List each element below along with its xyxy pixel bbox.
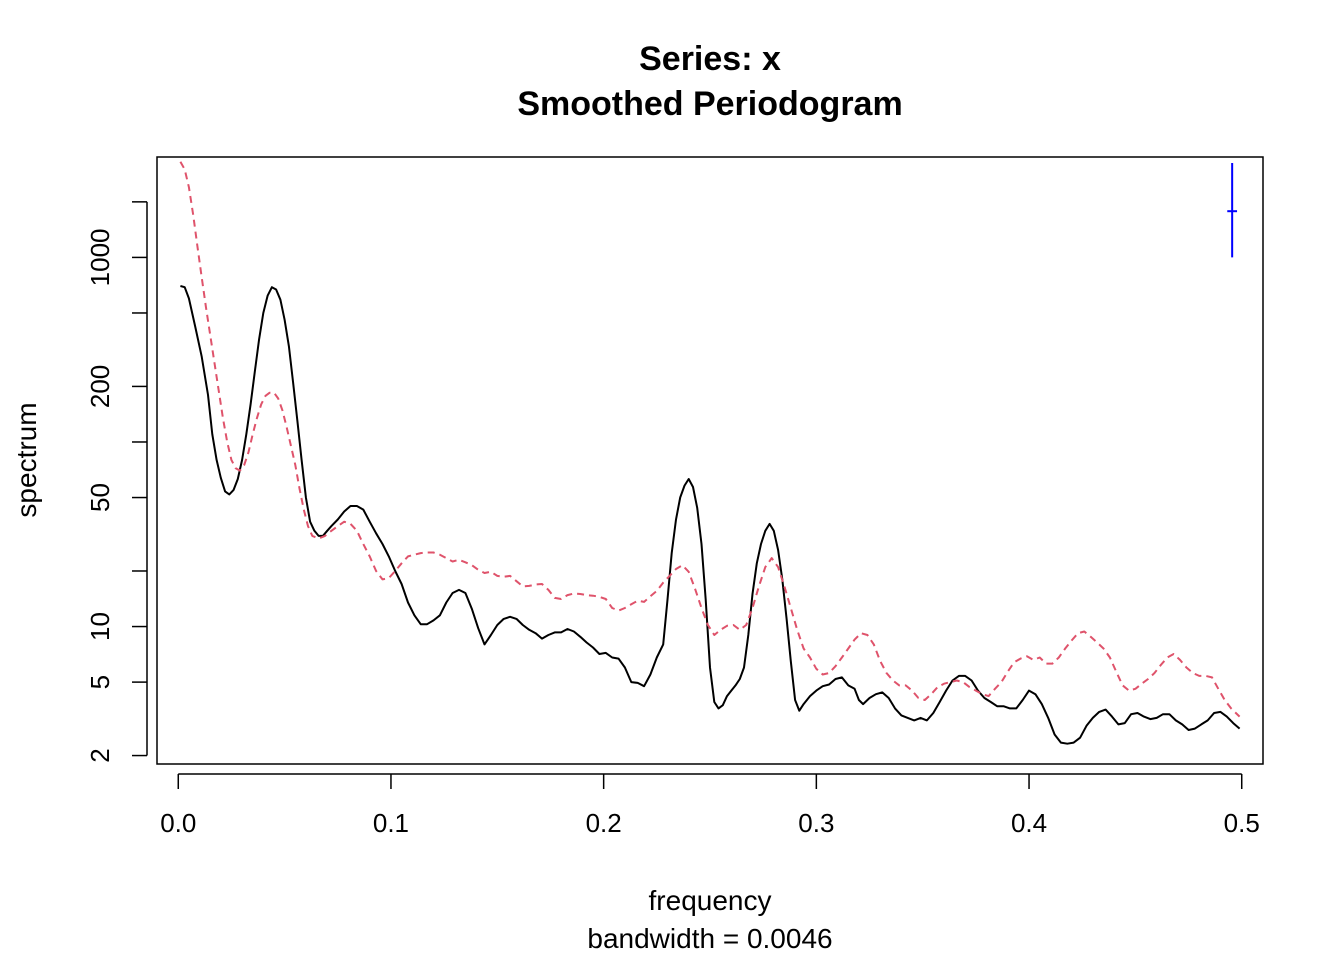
series-layer	[179, 161, 1241, 745]
x-tick-label: 0.1	[373, 808, 409, 838]
y-tick-label: 50	[85, 483, 115, 512]
x-tick-label: 0.0	[160, 808, 196, 838]
chart-title: Series: x	[639, 40, 781, 78]
y-axis: 2 5 10 50 200 1000	[85, 201, 148, 763]
chart-subtitle: Smoothed Periodogram	[517, 85, 902, 123]
x-tick-label: 0.3	[798, 808, 834, 838]
y-tick-label: 5	[85, 675, 115, 689]
smoothed-periodogram-line	[179, 161, 1241, 718]
y-axis-label: spectrum	[11, 402, 42, 517]
y-tick-label: 1000	[85, 228, 115, 286]
x-tick-label: 0.2	[586, 808, 622, 838]
x-axis-label: frequency	[649, 885, 772, 916]
x-tick-label: 0.4	[1011, 808, 1047, 838]
y-tick-label: 10	[85, 612, 115, 641]
plot-frame	[156, 156, 1264, 765]
confidence-interval-bar	[1227, 162, 1238, 258]
x-axis-sublabel: bandwidth = 0.0046	[587, 923, 832, 954]
y-tick-label: 200	[85, 365, 115, 408]
x-axis: 0.0 0.1 0.2 0.3 0.4 0.5	[160, 773, 1260, 838]
y-tick-label: 2	[85, 748, 115, 762]
x-tick-label: 0.5	[1224, 808, 1260, 838]
raw-periodogram-line	[180, 285, 1241, 745]
